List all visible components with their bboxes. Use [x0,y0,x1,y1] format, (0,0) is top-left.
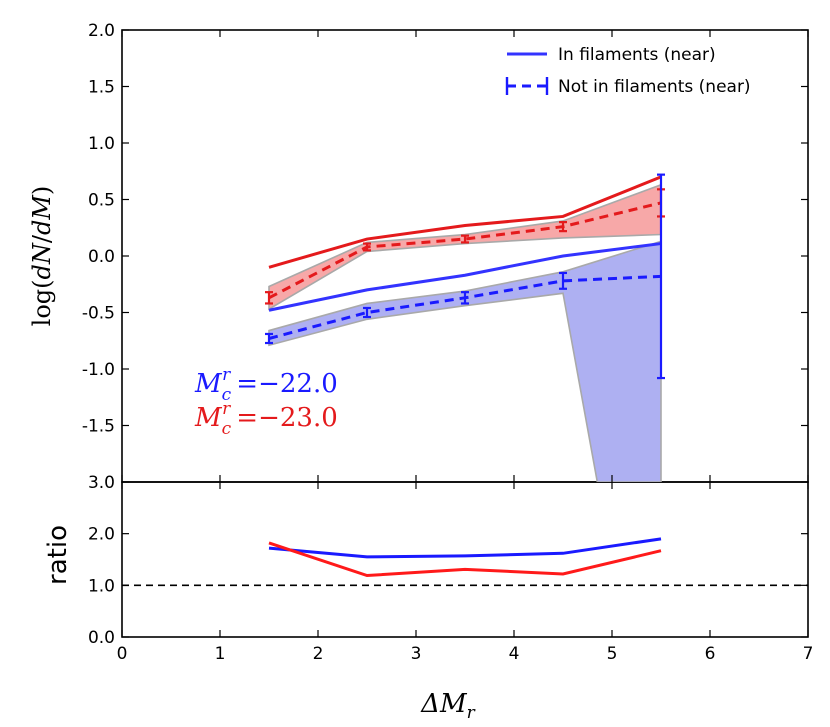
x-axis: 0 1 2 3 4 5 6 7 [117,30,814,664]
xtick-label-4: 4 [509,644,520,664]
main-ytick-label-0: 2.0 [88,21,115,41]
main-ytick-label-1: 1.5 [88,78,115,98]
main-ytick-label-4: 0.0 [88,247,115,267]
ratio-ytick-label-2: 2.0 [88,525,115,545]
annotation-red: Mcr =−23.0 [194,399,338,439]
ratio-line-0 [268,537,662,559]
ratio-frame [121,481,809,638]
xtick-label-0: 0 [117,644,128,664]
main-ytick-label-5: -0.5 [82,304,115,324]
ratio-ytick-label-1: 1.0 [88,576,115,596]
main-panel: 2.0 1.5 1.0 0.5 0.0 -0.5 -1.0 -1.5 3.0 [82,21,808,493]
legend-label-1: Not in filaments (near) [558,77,751,97]
series-line-2 [268,242,662,312]
main-ytick-label-6: -1.0 [82,360,115,380]
xtick-label-1: 1 [215,644,226,664]
ratio-panel: 0.0 1.0 2.0 [88,525,808,648]
main-ytick-label-7: -1.5 [82,417,115,437]
annotations: Mcr =−22.0 Mcr =−23.0 [194,365,338,439]
xtick-label-6: 6 [705,644,716,664]
y-axis-title-main: log(dN/dM) [28,186,56,327]
plot-frame [121,29,809,638]
main-ytick-label-2: 1.0 [88,134,115,154]
x-axis-title: ΔMr [420,689,475,723]
main-plot-area [265,173,665,482]
ratio-line-1 [268,541,662,578]
xtick-label-7: 7 [803,644,814,664]
series-line-0 [268,175,662,269]
ylabel-dn: dN [28,242,56,279]
legend-label-0: In filaments (near) [558,45,716,65]
ratio-ytick-label-0: 0.0 [88,628,115,648]
xtick-label-2: 2 [313,644,324,664]
xtick-label-3: 3 [411,644,422,664]
legend: In filaments (near) Not in filaments (nea… [505,45,751,97]
main-ytick-label-8: 3.0 [88,473,115,493]
annotation-blue: Mcr =−22.0 [194,365,338,405]
band-blue [268,240,662,482]
main-ytick-label-3: 0.5 [88,191,115,211]
xtick-label-5: 5 [607,644,618,664]
y-axis-title-ratio: ratio [43,525,73,585]
